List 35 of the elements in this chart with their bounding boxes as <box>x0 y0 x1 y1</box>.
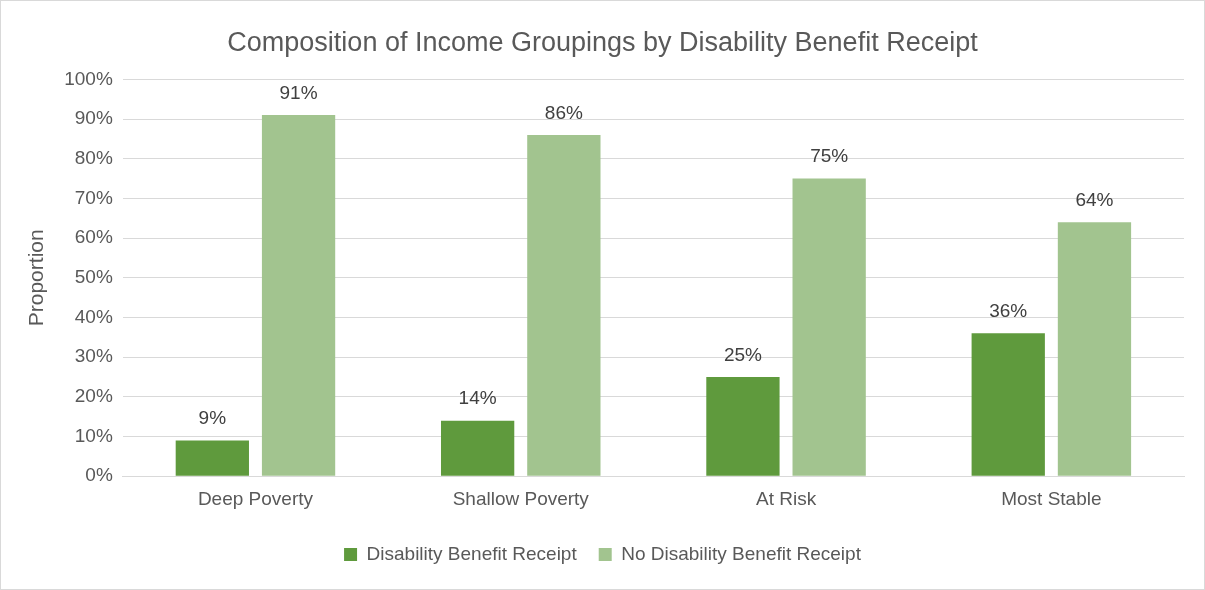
x-tick-label: Deep Poverty <box>197 487 314 509</box>
y-tick-label: 100% <box>64 67 113 89</box>
data-label: 25% <box>723 343 763 365</box>
y-tick-label: 30% <box>74 345 113 367</box>
bar <box>1057 222 1132 476</box>
y-tick-label: 50% <box>74 266 113 288</box>
y-tick-label: 80% <box>74 146 113 168</box>
data-label: 64% <box>1075 188 1114 210</box>
data-label: 14% <box>458 387 497 409</box>
y-tick-label: 0% <box>85 464 113 486</box>
y-tick-label: 10% <box>74 424 113 446</box>
data-label: 91% <box>279 81 318 103</box>
data-label: 86% <box>544 101 583 123</box>
bar <box>706 377 780 476</box>
y-tick-label: 60% <box>74 226 113 248</box>
data-label: 9% <box>198 407 227 429</box>
y-tick-label: 70% <box>74 186 113 208</box>
bar <box>792 178 866 476</box>
y-axis-title: Proportion <box>24 229 48 327</box>
legend-label: No Disability Benefit Receipt <box>621 542 862 564</box>
data-label: 75% <box>810 145 849 167</box>
legend-label: Disability Benefit Receipt <box>366 542 578 564</box>
y-tick-label: 20% <box>74 385 113 407</box>
y-tick-label: 40% <box>74 305 113 327</box>
bar <box>440 420 515 476</box>
x-tick-label: At Risk <box>755 487 817 509</box>
bar <box>175 440 249 476</box>
bar <box>971 333 1045 476</box>
bar <box>527 134 601 476</box>
y-tick-label: 90% <box>74 107 113 129</box>
x-tick-label: Shallow Poverty <box>452 487 590 509</box>
chart-title: Composition of Income Groupings by Disability Benefit Receipt <box>227 26 979 57</box>
x-tick-label: Most Stable <box>1001 487 1102 509</box>
bar <box>261 115 336 476</box>
data-label: 36% <box>989 300 1028 322</box>
